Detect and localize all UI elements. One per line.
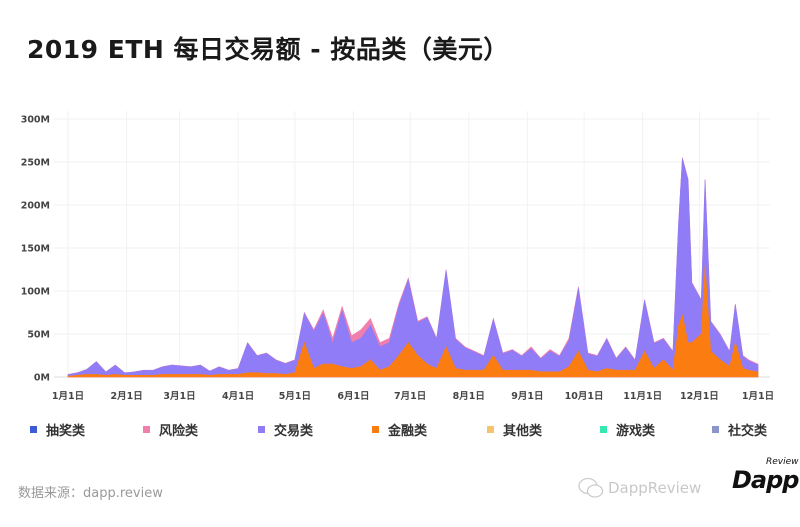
legend-label: 金融类 xyxy=(388,424,428,439)
legend-swatch xyxy=(143,426,150,433)
legend-label: 游戏类 xyxy=(616,424,656,439)
wechat-icon xyxy=(578,477,604,498)
legend-item[interactable]: 游戏类 xyxy=(600,420,655,439)
legend-item[interactable]: 抽奖类 xyxy=(30,420,85,439)
logo-sub-text: Review xyxy=(765,457,799,467)
legend-item[interactable]: 交易类 xyxy=(258,420,313,439)
y-tick-label: 300M xyxy=(21,115,50,126)
watermark: DappReview xyxy=(578,476,701,500)
x-tick-label: 6月1日 xyxy=(337,391,369,402)
x-tick-label: 1月1日 xyxy=(52,391,84,402)
watermark-text: DappReview xyxy=(608,479,702,497)
y-tick-label: 250M xyxy=(21,158,50,169)
x-tick-label: 12月1日 xyxy=(680,391,719,402)
x-tick-label: 7月1日 xyxy=(394,391,426,402)
legend-swatch xyxy=(600,426,607,433)
y-tick-label: 200M xyxy=(21,201,50,212)
logo-main-text: Dapp xyxy=(732,466,799,494)
legend: 抽奖类 风险类 交易类 金融类 其他类 游戏类 社交类 xyxy=(0,420,800,440)
legend-item[interactable]: 金融类 xyxy=(372,420,427,439)
x-tick-label: 8月1日 xyxy=(453,391,485,402)
chart-title: 2019 ETH 每日交易额 - 按品类（美元） xyxy=(27,35,509,64)
legend-label: 抽奖类 xyxy=(46,424,86,439)
x-tick-label: 1月1日 xyxy=(742,391,774,402)
x-tick-label: 2月1日 xyxy=(110,391,142,402)
x-tick-label: 11月1日 xyxy=(623,391,662,402)
x-tick-label: 4月1日 xyxy=(222,391,254,402)
x-tick-label: 5月1日 xyxy=(279,391,311,402)
area-series-交易类 xyxy=(67,158,759,378)
legend-label: 交易类 xyxy=(274,424,314,439)
legend-label: 社交类 xyxy=(728,424,768,439)
legend-swatch xyxy=(30,426,37,433)
legend-item[interactable]: 其他类 xyxy=(487,420,542,439)
legend-swatch xyxy=(372,426,379,433)
y-tick-label: 100M xyxy=(21,287,50,298)
legend-item[interactable]: 社交类 xyxy=(712,420,767,439)
source-note: 数据来源：dapp.review xyxy=(18,486,163,501)
legend-swatch xyxy=(258,426,265,433)
legend-swatch xyxy=(712,426,719,433)
area-series-金融类 xyxy=(67,265,759,378)
dapp-review-logo: Review Dapp xyxy=(732,457,799,494)
area-chart: 0M 50M 100M 150M 200M 250M 300M 1月1日 2月1日 3月1日 4月1… xyxy=(21,111,774,402)
legend-label: 其他类 xyxy=(503,424,543,439)
y-tick-label: 150M xyxy=(21,244,50,255)
x-tick-label: 9月1日 xyxy=(511,391,543,402)
legend-label: 风险类 xyxy=(159,424,199,439)
x-tick-label: 3月1日 xyxy=(163,391,195,402)
x-tick-label: 10月1日 xyxy=(565,391,604,402)
legend-swatch xyxy=(487,426,494,433)
y-tick-label: 50M xyxy=(27,330,50,341)
legend-item[interactable]: 风险类 xyxy=(143,420,198,439)
y-tick-label: 0M xyxy=(34,373,50,384)
